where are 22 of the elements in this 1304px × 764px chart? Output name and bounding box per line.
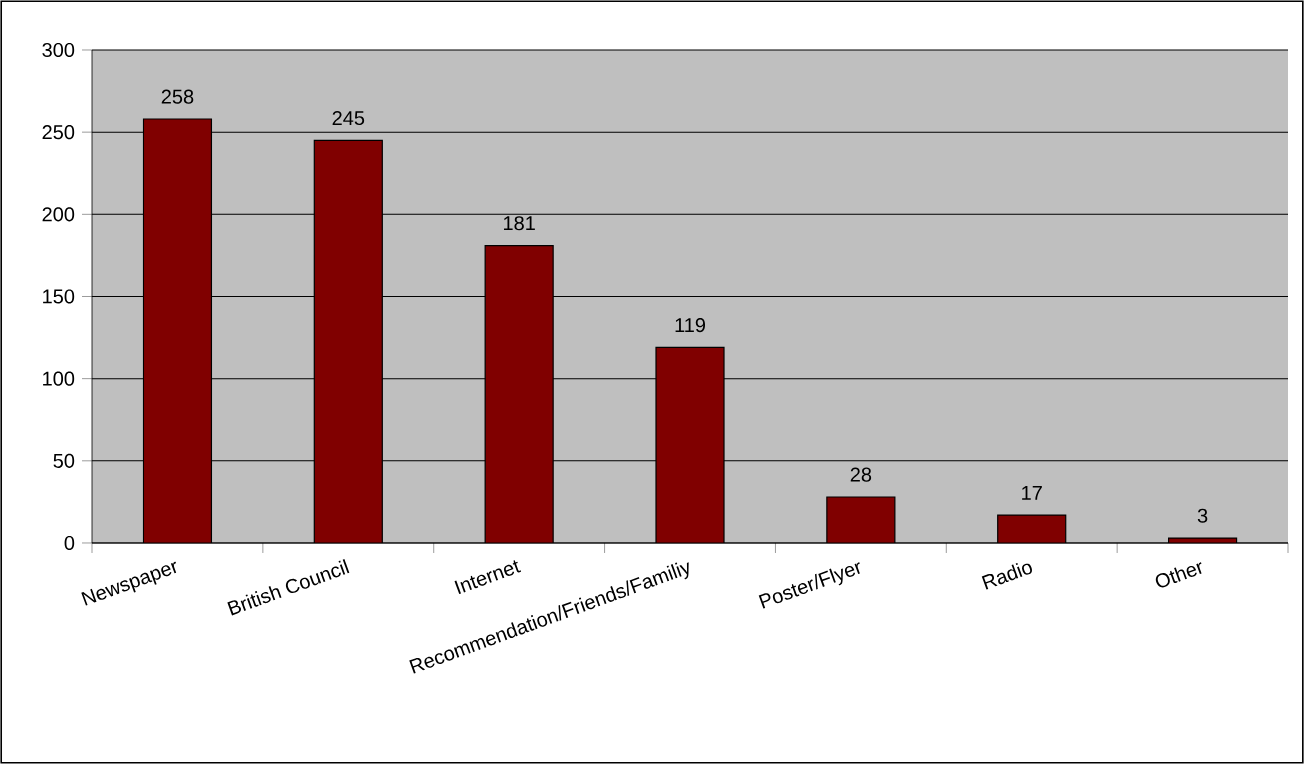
y-tick-label: 250 bbox=[42, 125, 75, 140]
data-label: 258 bbox=[161, 89, 194, 104]
bar bbox=[997, 514, 1067, 543]
data-label: 181 bbox=[504, 216, 535, 231]
bar bbox=[655, 346, 725, 543]
y-tick-label: 0 bbox=[64, 535, 75, 551]
data-label: 119 bbox=[675, 318, 706, 333]
y-tick-label: 50 bbox=[53, 453, 75, 468]
y-tick-label: 100 bbox=[43, 371, 75, 386]
bar bbox=[826, 496, 896, 543]
y-tick-label: 200 bbox=[42, 207, 75, 222]
bar bbox=[142, 118, 213, 543]
y-tick-label: 300 bbox=[42, 42, 75, 58]
x-tick-label: Radio bbox=[981, 562, 1032, 590]
data-label: 28 bbox=[850, 467, 872, 482]
bar bbox=[484, 244, 554, 543]
bar bbox=[313, 139, 383, 543]
y-tick-label: 150 bbox=[43, 289, 75, 304]
data-label: 3 bbox=[1197, 508, 1208, 523]
data-label: 245 bbox=[332, 110, 365, 126]
data-label: 17 bbox=[1022, 486, 1042, 500]
x-tick-label: Other bbox=[1155, 562, 1202, 588]
